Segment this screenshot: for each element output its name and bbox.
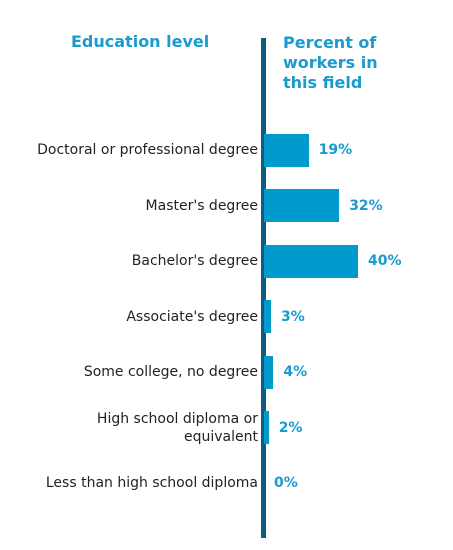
- category-label: Less than high school diploma: [45, 475, 258, 491]
- value-label: 0%: [274, 475, 298, 491]
- value-label: 32%: [349, 197, 383, 214]
- category-label: Some college, no degree: [83, 364, 258, 380]
- bar: [264, 133, 309, 167]
- bar: [264, 300, 272, 333]
- value-label: 19%: [318, 142, 353, 158]
- category-label: Doctoral or professional degree: [37, 142, 258, 158]
- value-label: 40%: [368, 253, 402, 269]
- bar: [264, 244, 358, 278]
- category-label: Bachelor's degree: [131, 253, 258, 269]
- category-label: Master's degree: [145, 197, 258, 214]
- value-label: 3%: [281, 308, 305, 325]
- bar: [264, 189, 340, 222]
- category-header: Education level: [71, 32, 210, 51]
- value-header: Percent of workers in this field: [283, 33, 378, 92]
- axis-line: [261, 38, 266, 538]
- value-label: 2%: [278, 419, 303, 436]
- category-label: High school diploma or equivalent: [96, 410, 258, 445]
- value-label: 4%: [283, 364, 308, 380]
- category-label: Associate's degree: [126, 308, 258, 325]
- bar: [264, 355, 274, 389]
- bar: [264, 411, 269, 444]
